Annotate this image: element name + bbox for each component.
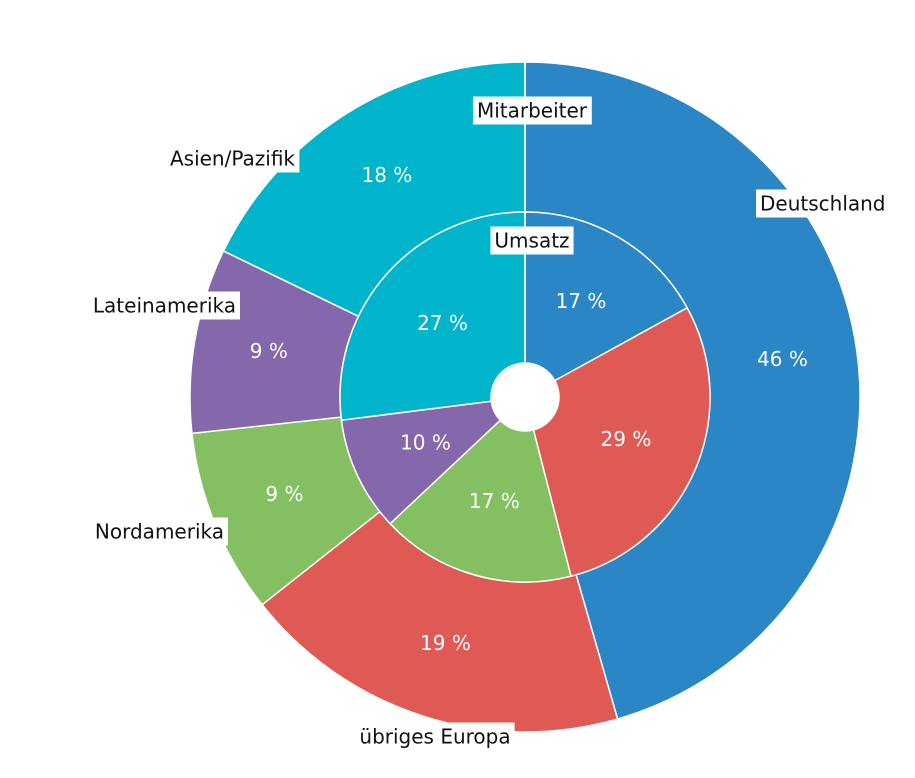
value-label: 17 % (556, 289, 607, 313)
label-box (756, 189, 890, 218)
value-label: 10 % (400, 430, 451, 454)
label-box (88, 291, 240, 320)
category-label: Lateinamerika (88, 291, 240, 320)
label-box (165, 144, 300, 173)
series-label: Mitarbeiter (472, 96, 592, 125)
value-label: 46 % (757, 347, 808, 371)
label-box (355, 722, 515, 751)
series-label: Umsatz (494, 229, 569, 253)
value-label: 9 % (265, 482, 303, 506)
category-label: Nordamerika (90, 517, 228, 546)
category-label: Deutschland (756, 189, 890, 218)
value-label: 17 % (469, 489, 520, 513)
hole (491, 363, 559, 431)
label-box (490, 226, 574, 255)
series-label: Umsatz (490, 226, 574, 255)
category-label: Lateinamerika (93, 294, 236, 318)
category-label: Deutschland (760, 192, 886, 216)
value-label: 19 % (420, 631, 471, 655)
value-label: 18 % (362, 163, 413, 187)
series-label: Mitarbeiter (477, 99, 588, 123)
category-label: Asien/Pazifik (165, 144, 300, 173)
value-label: 27 % (417, 311, 468, 335)
label-box (90, 517, 228, 546)
value-label: 29 % (601, 427, 652, 451)
category-label: Nordamerika (95, 520, 224, 544)
value-label: 9 % (250, 339, 288, 363)
category-label: übriges Europa (359, 725, 510, 749)
category-label: übriges Europa (355, 722, 515, 751)
category-label: Asien/Pazifik (170, 147, 295, 171)
label-box (472, 96, 592, 125)
